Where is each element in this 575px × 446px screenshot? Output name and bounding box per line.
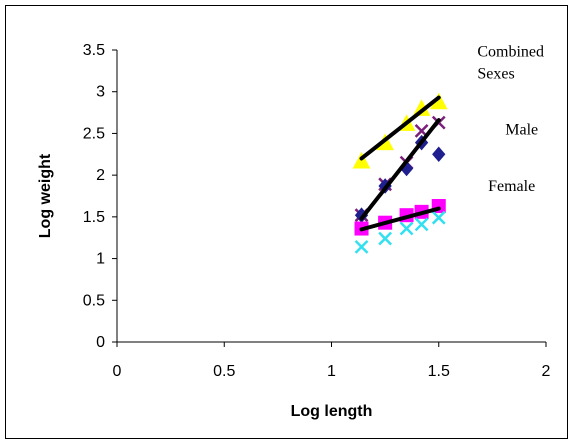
- annotation-label: Combined: [477, 44, 544, 61]
- annotation-label: Sexes: [477, 66, 514, 83]
- x-marker-stroke: [399, 221, 414, 236]
- x-tick-label: 1: [327, 363, 336, 380]
- x-axis-title: Log length: [291, 403, 373, 420]
- data-point-x: [399, 221, 414, 236]
- data-point-x: [378, 231, 393, 246]
- chart-frame: [5, 5, 568, 439]
- trendline: [359, 95, 441, 161]
- y-tick-label: 2.5: [83, 125, 105, 142]
- y-tick-label: 2: [96, 167, 105, 184]
- x-tick-label: 1.5: [428, 363, 450, 380]
- y-tick-label: 0: [96, 334, 105, 351]
- x-marker-stroke: [414, 124, 429, 138]
- y-axis-title: Log weight: [37, 153, 54, 238]
- annotation-label: Female: [488, 178, 535, 195]
- data-point-x: [431, 210, 446, 225]
- y-tick-label: 3: [96, 84, 105, 101]
- x-marker-stroke: [354, 240, 369, 254]
- y-tick-label: 0.5: [83, 292, 105, 309]
- triangle-marker: [352, 151, 371, 169]
- data-point-diamond: [432, 146, 446, 163]
- trendline: [359, 118, 441, 221]
- x-tick-label: 2: [542, 363, 551, 380]
- data-point-triangle: [352, 151, 371, 169]
- y-tick-label: 1: [96, 251, 105, 268]
- data-point-x: [354, 240, 369, 254]
- data-point-x: [414, 217, 429, 232]
- diamond-marker: [432, 146, 446, 163]
- x-marker-stroke: [414, 217, 429, 232]
- x-marker-stroke: [378, 231, 393, 246]
- x-tick-label: 0: [113, 363, 122, 380]
- y-tick-label: 1.5: [83, 209, 105, 226]
- annotation-label: Male: [505, 121, 538, 138]
- y-tick-label: 3.5: [83, 42, 105, 59]
- x-marker-stroke: [431, 210, 446, 225]
- trendline: [359, 206, 441, 232]
- x-tick-label: 0.5: [213, 363, 235, 380]
